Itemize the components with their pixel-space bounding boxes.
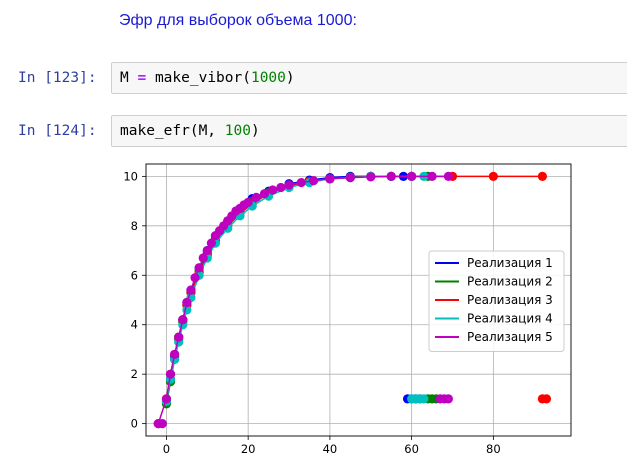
legend: Реализация 1 Реализация 2 Реализация 3 Реал… xyxy=(428,250,565,352)
cell-prompt: In [123]: xyxy=(18,70,97,86)
code-cell-123[interactable]: In [123]: M = make_vibor(1000) xyxy=(0,62,627,96)
axes-frame xyxy=(145,163,572,437)
code-input[interactable]: M = make_vibor(1000) xyxy=(111,62,627,94)
data-point xyxy=(178,315,188,325)
code-cell-124[interactable]: In [124]: make_efr(M, 100) xyxy=(0,115,627,149)
markdown-heading: Эфр для выборок объема 1000: xyxy=(119,12,357,29)
x-tick-label: 0 xyxy=(163,442,170,456)
legend-label: Реализация 5 xyxy=(467,330,553,344)
outlier-point xyxy=(443,394,454,404)
code-text: M = make_vibor(1000) xyxy=(120,70,295,86)
data-point xyxy=(537,171,547,181)
data-point xyxy=(276,182,286,193)
data-point xyxy=(206,238,216,248)
data-point xyxy=(251,192,261,202)
legend-label: Реализация 4 xyxy=(467,312,553,326)
data-point xyxy=(259,189,270,199)
code-text: make_efr(M, 100) xyxy=(120,123,260,139)
x-tick-label: 20 xyxy=(241,442,256,456)
data-point xyxy=(202,245,212,256)
data-point xyxy=(386,171,396,181)
cell-prompt: In [124]: xyxy=(18,123,97,139)
y-tick-label: 4 xyxy=(131,318,138,332)
data-point xyxy=(186,285,196,295)
outlier-point xyxy=(419,394,429,404)
data-point xyxy=(194,263,204,273)
data-point xyxy=(308,175,319,186)
data-point xyxy=(488,171,498,181)
data-point xyxy=(174,332,184,342)
data-point xyxy=(443,171,454,181)
y-tick-label: 8 xyxy=(131,219,138,233)
data-point xyxy=(161,394,172,404)
y-tick-label: 0 xyxy=(131,417,138,431)
outlier-point xyxy=(541,394,552,404)
data-point xyxy=(198,253,208,263)
data-point xyxy=(243,197,253,207)
x-tick-label: 40 xyxy=(323,442,338,456)
outlier-point xyxy=(157,419,167,429)
data-point xyxy=(268,185,278,195)
code-input[interactable]: make_efr(M, 100) xyxy=(111,115,627,147)
x-tick-label: 60 xyxy=(404,442,419,456)
y-tick-label: 6 xyxy=(131,268,138,282)
legend-label: Реализация 1 xyxy=(467,256,553,270)
data-point xyxy=(407,171,417,181)
data-point xyxy=(182,297,192,308)
data-point xyxy=(284,180,294,190)
series-5 xyxy=(153,171,454,429)
data-point xyxy=(190,273,200,283)
legend-label: Реализация 3 xyxy=(467,293,553,307)
y-tick-label: 10 xyxy=(123,169,138,183)
data-point xyxy=(427,171,437,181)
data-point xyxy=(170,349,180,359)
data-point xyxy=(345,173,355,183)
data-point xyxy=(366,172,376,182)
data-point xyxy=(165,369,176,379)
y-tick-label: 2 xyxy=(131,367,138,381)
data-point xyxy=(325,174,335,184)
data-point xyxy=(296,177,306,188)
x-tick-label: 80 xyxy=(486,442,501,456)
legend-label: Реализация 2 xyxy=(467,275,553,289)
legend-box xyxy=(428,250,565,352)
efr-chart: 0 20 40 60 80 0 2 4 6 8 10 Реализация 1 Реализация 2… xyxy=(123,163,572,456)
